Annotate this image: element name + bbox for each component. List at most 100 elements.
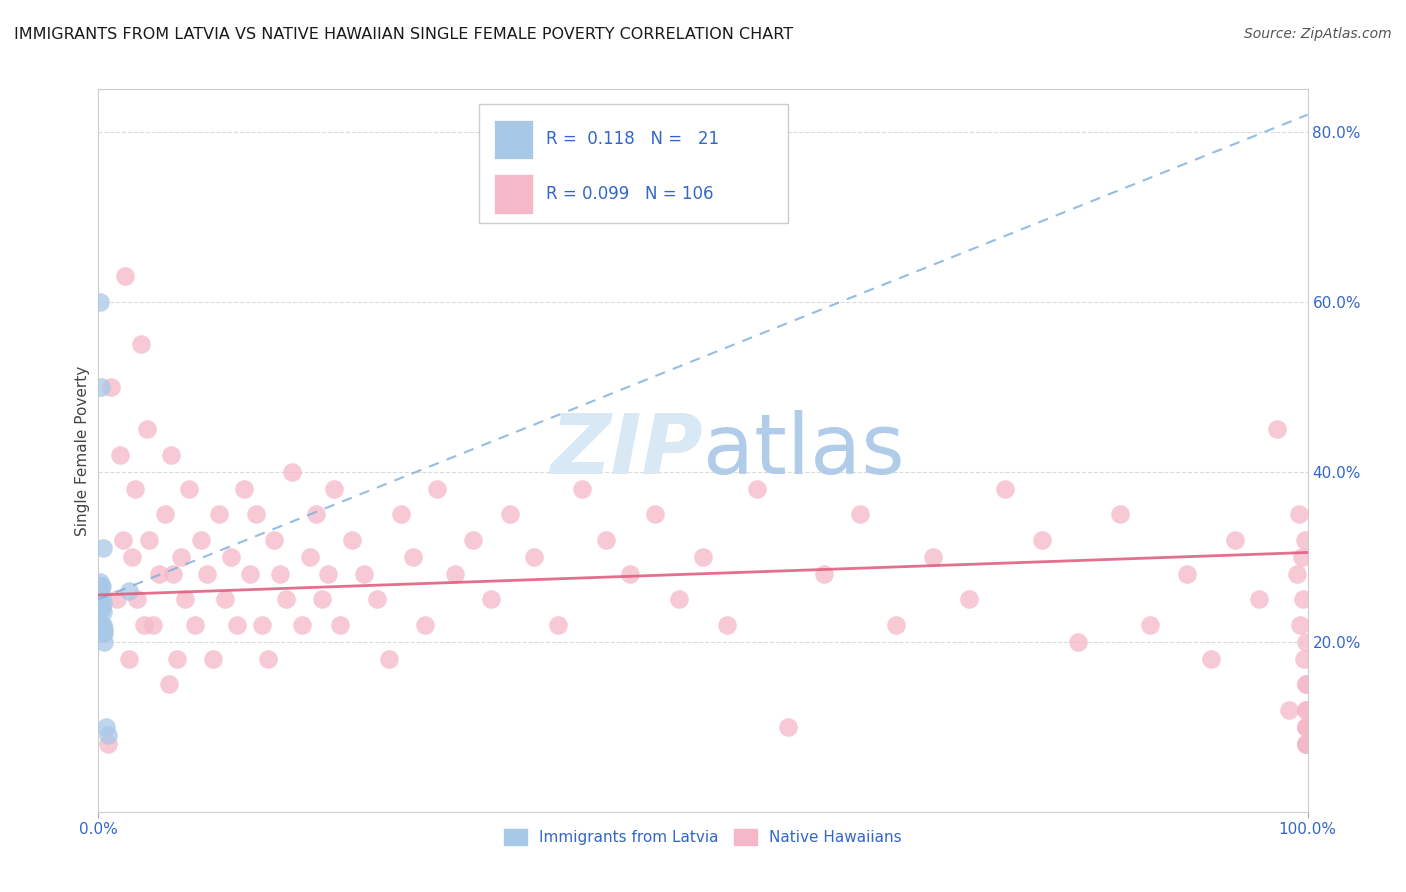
Point <box>232 482 254 496</box>
Point <box>91 617 114 632</box>
Point <box>329 617 352 632</box>
Point <box>498 507 520 521</box>
Point <box>1278 703 1301 717</box>
Point <box>957 592 980 607</box>
Point <box>153 507 176 521</box>
Point <box>91 541 114 556</box>
Point <box>89 597 111 611</box>
Point <box>366 592 388 607</box>
Point <box>100 380 122 394</box>
Point <box>1199 651 1222 665</box>
Legend: Immigrants from Latvia, Native Hawaiians: Immigrants from Latvia, Native Hawaiians <box>498 822 908 851</box>
Point <box>1289 617 1312 632</box>
Point <box>1292 651 1315 665</box>
Point <box>97 737 120 751</box>
Point <box>1295 720 1317 734</box>
Bar <box>494 175 533 214</box>
Point <box>921 549 943 564</box>
Point <box>1267 422 1289 436</box>
Point <box>91 579 114 593</box>
Point <box>595 533 617 547</box>
Point <box>1249 592 1271 607</box>
Point <box>124 482 146 496</box>
Point <box>1288 507 1310 521</box>
Point <box>90 380 112 394</box>
Point <box>135 422 157 436</box>
Point <box>250 617 273 632</box>
Point <box>142 617 165 632</box>
Point <box>256 651 278 665</box>
Point <box>89 575 111 590</box>
Point <box>90 600 112 615</box>
Point <box>129 337 152 351</box>
Point <box>226 617 249 632</box>
Point <box>184 617 207 632</box>
Point <box>886 617 908 632</box>
Point <box>114 269 136 284</box>
Point <box>281 465 304 479</box>
Point <box>316 566 339 581</box>
Point <box>1031 533 1053 547</box>
Point <box>93 626 115 640</box>
Point <box>179 482 201 496</box>
Point <box>214 592 236 607</box>
Point <box>342 533 364 547</box>
Text: IMMIGRANTS FROM LATVIA VS NATIVE HAWAIIAN SINGLE FEMALE POVERTY CORRELATION CHAR: IMMIGRANTS FROM LATVIA VS NATIVE HAWAIIA… <box>14 27 793 42</box>
Point <box>274 592 297 607</box>
Point <box>111 533 134 547</box>
Point <box>91 626 114 640</box>
FancyBboxPatch shape <box>479 103 787 223</box>
Point <box>481 592 503 607</box>
Point <box>444 566 467 581</box>
Point <box>91 605 114 619</box>
Point <box>94 720 117 734</box>
Point <box>1067 634 1090 648</box>
Point <box>91 597 114 611</box>
Point <box>1295 737 1317 751</box>
Point <box>221 549 243 564</box>
Point <box>1223 533 1246 547</box>
Text: Source: ZipAtlas.com: Source: ZipAtlas.com <box>1244 27 1392 41</box>
Point <box>1295 703 1317 717</box>
Point <box>547 617 569 632</box>
Point <box>1109 507 1132 521</box>
Point <box>290 617 312 632</box>
Point <box>716 617 738 632</box>
Point <box>311 592 333 607</box>
Point <box>353 566 375 581</box>
Point <box>105 592 128 607</box>
Point <box>994 482 1017 496</box>
Point <box>263 533 285 547</box>
Point <box>245 507 267 521</box>
Point <box>202 651 225 665</box>
Point <box>692 549 714 564</box>
Text: R = 0.099   N = 106: R = 0.099 N = 106 <box>546 186 713 203</box>
Point <box>1291 549 1313 564</box>
Point <box>1295 737 1317 751</box>
Point <box>138 533 160 547</box>
Point <box>134 617 156 632</box>
Point <box>747 482 769 496</box>
Point <box>1295 737 1317 751</box>
Point <box>195 566 218 581</box>
Point <box>118 583 141 598</box>
Point <box>169 549 191 564</box>
Point <box>1295 677 1317 691</box>
Point <box>162 566 184 581</box>
Point <box>1295 737 1317 751</box>
Point <box>91 617 114 632</box>
Bar <box>494 120 533 160</box>
Point <box>1295 720 1317 734</box>
Point <box>174 592 197 607</box>
Point <box>377 651 399 665</box>
Point <box>1175 566 1198 581</box>
Text: atlas: atlas <box>703 410 904 491</box>
Y-axis label: Single Female Poverty: Single Female Poverty <box>75 366 90 535</box>
Point <box>91 588 114 602</box>
Point <box>97 728 120 742</box>
Point <box>813 566 835 581</box>
Point <box>93 634 115 648</box>
Point <box>239 566 262 581</box>
Point <box>90 579 112 593</box>
Point <box>1292 592 1315 607</box>
